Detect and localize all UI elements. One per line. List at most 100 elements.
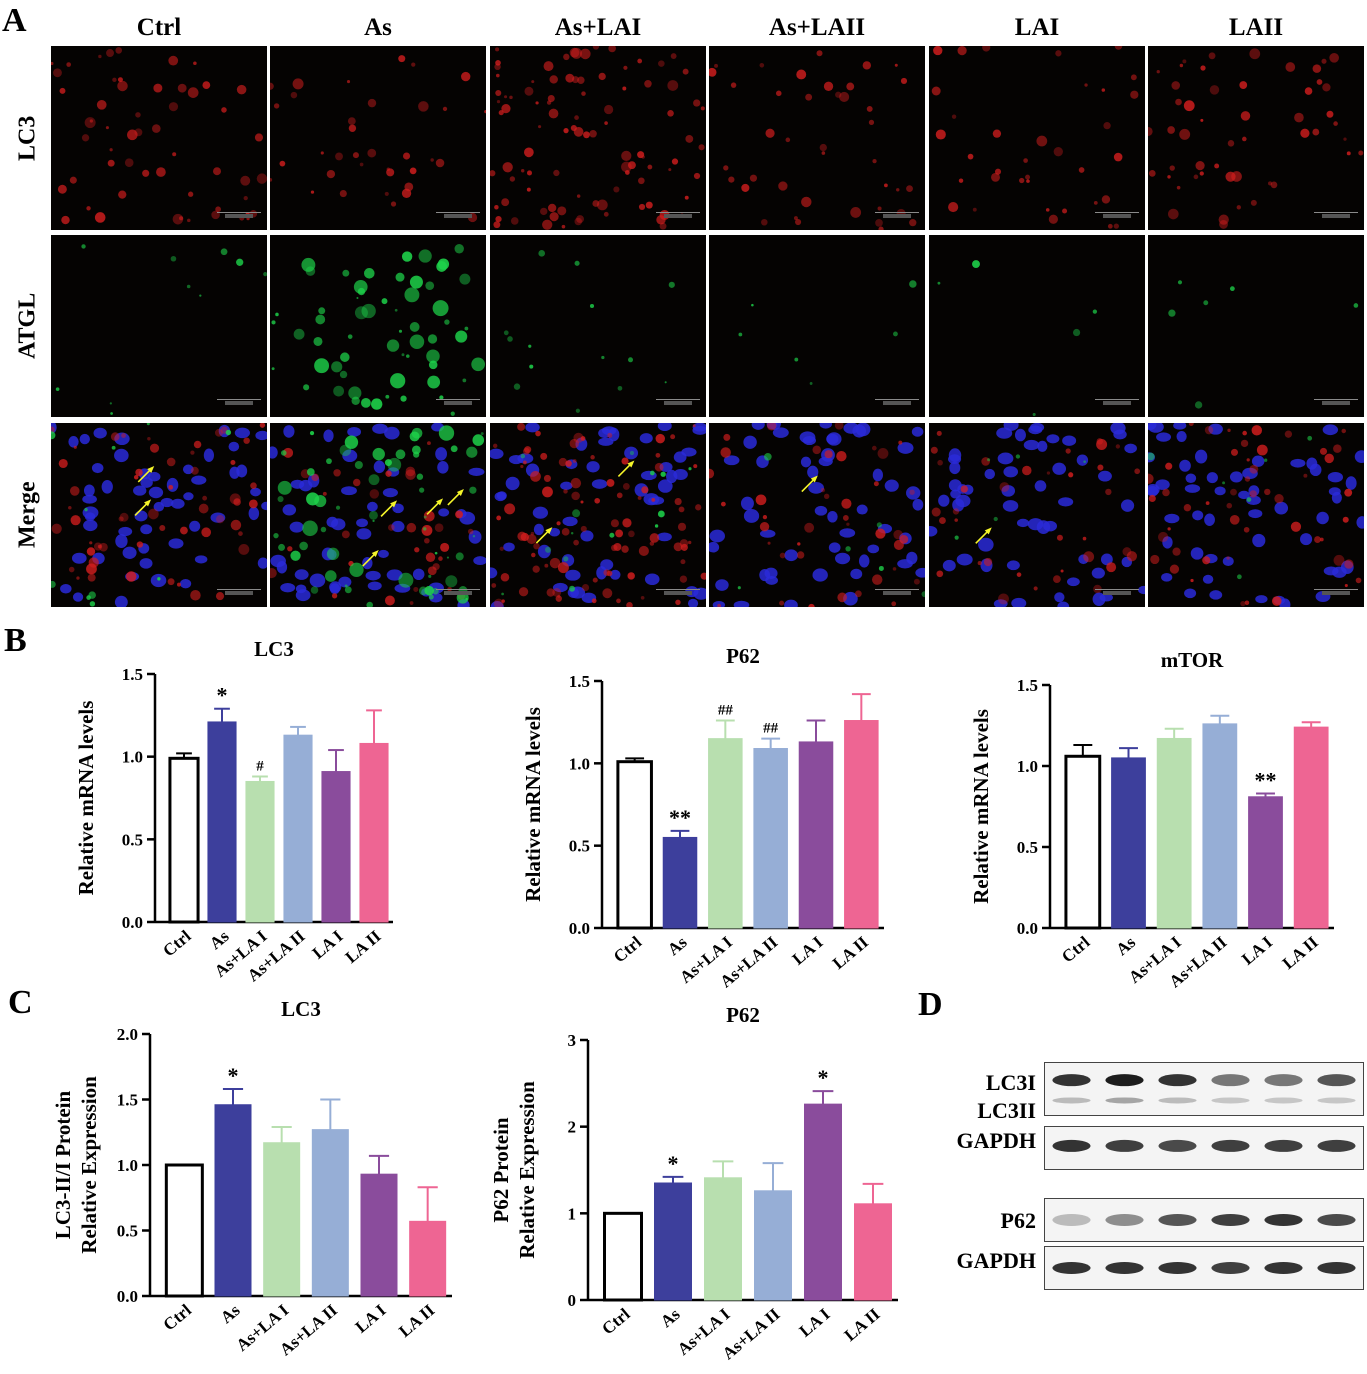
column-header-lai: LAI: [1014, 14, 1060, 41]
micrograph-atgl-lai: [929, 235, 1145, 417]
blot-band: [1317, 1262, 1356, 1274]
bar-as-la-ii: [311, 1129, 349, 1297]
bar-as: [1111, 757, 1146, 929]
blot-band: [1264, 1074, 1303, 1087]
bar-as-la-ii: [1202, 723, 1238, 929]
panel-letter-c: C: [8, 984, 33, 1021]
blot-band: [1264, 1139, 1303, 1152]
scale-bar: [875, 212, 919, 222]
bar-la-ii: [854, 1203, 892, 1301]
blot-label-lc3ii: LC3II: [977, 1098, 1036, 1123]
x-tick-label: As: [664, 932, 691, 959]
bar-ctrl: [1064, 754, 1102, 930]
panel-letter-a: A: [2, 2, 27, 39]
blot-band: [1052, 1214, 1091, 1226]
y-tick-label: 3: [568, 1031, 577, 1050]
western-blot-gapdh-2: [1044, 1246, 1364, 1290]
blot-band: [1052, 1074, 1091, 1087]
significance-mark: *: [818, 1065, 829, 1090]
x-tick-label: LA II: [395, 1300, 438, 1341]
column-header-laii: LAII: [1228, 14, 1284, 41]
chart-title: mTOR: [1161, 648, 1224, 672]
micrograph-lc3-as-lai: [490, 46, 706, 230]
y-tick-label: 0.0: [1017, 919, 1038, 938]
x-tick-label: As: [206, 926, 233, 953]
column-header-as-laii: As+LAII: [768, 14, 866, 41]
micrograph-atgl-as: [270, 235, 486, 417]
micrograph-merge-as-lai: [490, 423, 706, 607]
y-tick-label: 1.0: [569, 754, 590, 773]
bar-as: [654, 1182, 692, 1301]
scale-bar: [656, 212, 700, 222]
blot-band: [1105, 1214, 1144, 1226]
micrograph-image: [709, 235, 925, 417]
blot-band: [1211, 1214, 1250, 1226]
chart-c-lc3-protein: LC3 LC3-II/I Protein Relative Expression 0.…: [51, 997, 452, 1359]
bar-ctrl: [164, 1163, 204, 1298]
micrograph-image: [709, 423, 925, 607]
micrograph-merge-lai: [929, 423, 1145, 607]
micrograph-image: [270, 423, 486, 607]
significance-mark: *: [228, 1063, 239, 1088]
bar-as-la-i: [245, 780, 275, 923]
blot-bands: [1052, 1262, 1356, 1274]
y-tick-label: 0.5: [1017, 838, 1038, 857]
x-tick-label: LA II: [829, 932, 872, 973]
row-header-atgl: ATGL: [14, 292, 41, 360]
micrograph-image: [929, 46, 1145, 230]
bar-la-i: [1248, 796, 1283, 929]
bar-as-la-i: [704, 1177, 742, 1301]
bar-la-i: [804, 1103, 842, 1301]
scale-bar: [1095, 212, 1139, 222]
blot-bands: [1052, 1074, 1356, 1104]
blot-label-p62: P62: [1000, 1208, 1036, 1233]
micrograph-image: [929, 423, 1145, 607]
micrograph-atgl-laii: [1148, 235, 1364, 417]
micrograph-image: [1148, 423, 1364, 607]
blot-band: [1105, 1097, 1144, 1104]
blot-band: [1158, 1074, 1197, 1087]
y-axis-label: P62 Protein: [489, 1117, 513, 1222]
x-tick-label: As: [1112, 932, 1139, 959]
x-tick-label: As: [657, 1304, 684, 1331]
micrograph-image: [490, 46, 706, 230]
bar-as-la-i: [263, 1142, 301, 1297]
blot-band: [1052, 1139, 1091, 1152]
x-tick-label: As: [217, 1300, 244, 1327]
micrograph-lc3-lai: [929, 46, 1145, 230]
x-tick-label: LA II: [841, 1304, 884, 1345]
y-tick-label: 0.5: [117, 1222, 138, 1241]
bar-as: [214, 1104, 252, 1297]
scale-bar: [436, 212, 480, 222]
chart-b-mtor-mrna: mTOR Relative mRNA levels 0.0 0.5 1.0 1.5 Ctrl…: [969, 648, 1334, 991]
blot-band: [1264, 1262, 1303, 1274]
micrograph-image: [270, 46, 486, 230]
chart-c-p62-protein: P62 P62 Protein Relative Expression 0 1 2 3 Ctr…: [489, 1003, 898, 1363]
micrograph-merge-ctrl: [51, 423, 267, 607]
y-axis-label-line2: Relative Expression: [77, 1076, 101, 1254]
y-tick-label: 0.0: [569, 919, 590, 938]
chart-b-p62-mrna: P62 Relative mRNA levels 0.0 0.5 1.0 1.5 Ctrl *…: [521, 644, 884, 991]
scale-bar: [656, 399, 700, 409]
micrograph-image: [1148, 46, 1364, 230]
y-axis-label: Relative mRNA levels: [521, 707, 545, 902]
blot-band: [1317, 1139, 1356, 1152]
y-tick-label: 0.0: [122, 913, 143, 932]
x-tick-label: Ctrl: [160, 1300, 196, 1334]
y-tick-label: 0.5: [122, 830, 143, 849]
bar-la-ii: [409, 1220, 447, 1297]
micrograph-image: [709, 46, 925, 230]
micrograph-image: [51, 46, 267, 230]
significance-mark: *: [668, 1151, 679, 1176]
y-tick-label: 2: [568, 1118, 577, 1137]
western-blot-lc3: [1044, 1062, 1364, 1116]
blot-band: [1317, 1214, 1356, 1226]
blot-bands: [1052, 1139, 1356, 1152]
blot-band: [1211, 1139, 1250, 1152]
scale-bar: [217, 399, 261, 409]
x-tick-label: LA I: [796, 1304, 834, 1340]
blot-label-gapdh-2: GAPDH: [956, 1248, 1036, 1273]
micrograph-merge-as: [270, 423, 486, 607]
blot-label-gapdh-1: GAPDH: [956, 1128, 1036, 1153]
micrograph-merge-laii: [1148, 423, 1364, 607]
